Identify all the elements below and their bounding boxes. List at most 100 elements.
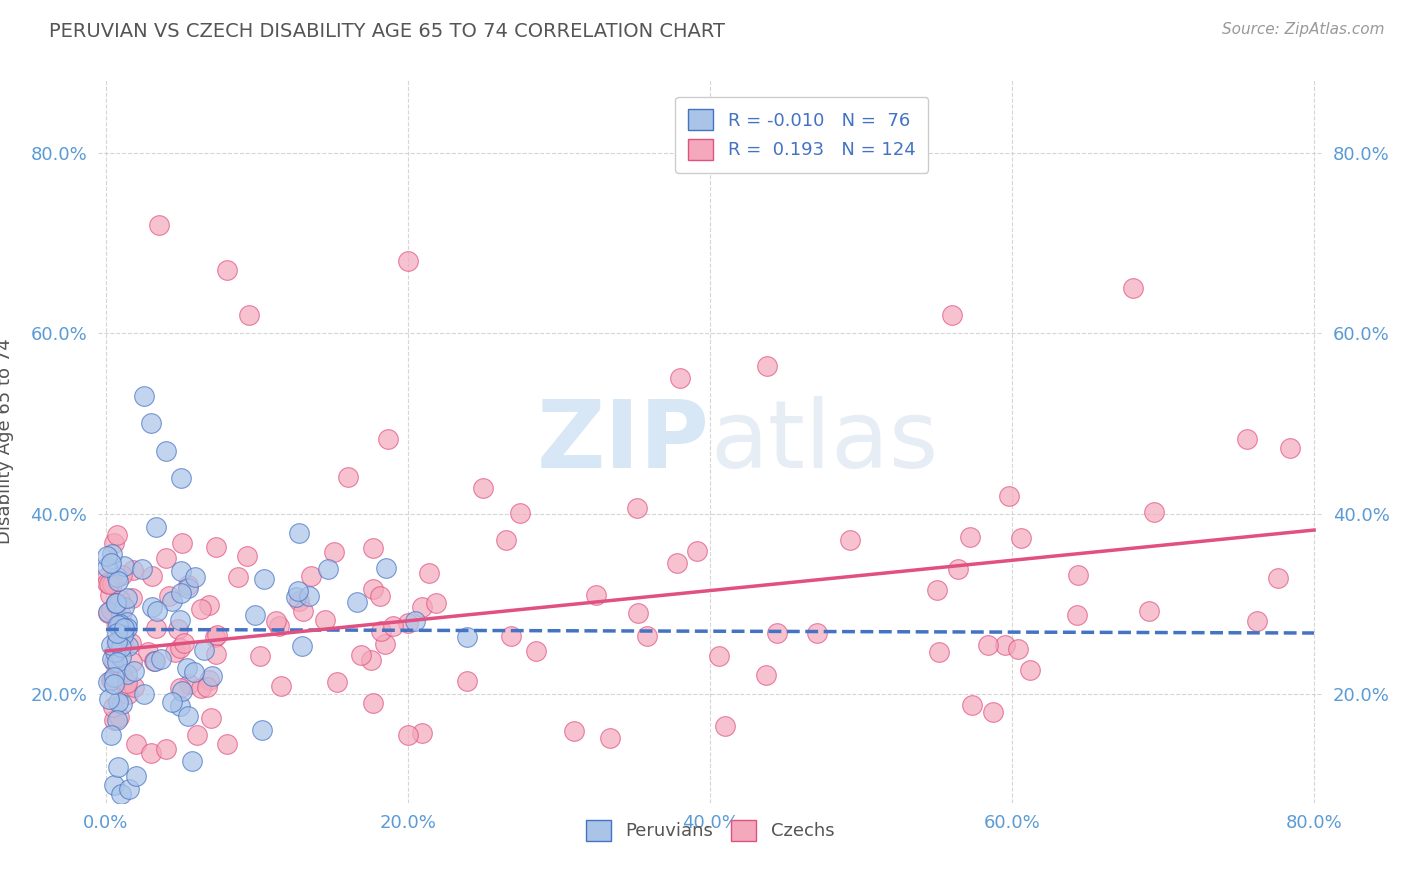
Point [177, 709, 200, 723]
Point [377, 432, 399, 446]
Point [121, 591, 143, 605]
Point [170, 684, 193, 698]
Point [172, 536, 194, 550]
Point [756, 359, 779, 374]
Point [765, 626, 787, 640]
Point [107, 574, 129, 589]
Y-axis label: Disability Age 65 to 74: Disability Age 65 to 74 [0, 339, 14, 544]
Point [994, 638, 1017, 652]
Point [418, 566, 440, 580]
Point [291, 639, 314, 653]
Point [143, 654, 166, 668]
Point [115, 679, 138, 693]
Point [131, 561, 153, 575]
Point [101, 652, 124, 666]
Point [112, 558, 135, 573]
Point [562, 723, 585, 738]
Point [96, 549, 118, 564]
Point [98, 588, 121, 602]
Point [169, 681, 191, 695]
Point [370, 624, 392, 639]
Point [96, 575, 118, 590]
Point [96, 569, 118, 583]
Point [117, 687, 139, 701]
Point [177, 581, 200, 595]
Point [495, 533, 517, 547]
Point [105, 570, 128, 584]
Point [524, 644, 547, 658]
Point [145, 520, 167, 534]
Point [264, 615, 287, 629]
Point [103, 670, 125, 684]
Point [236, 549, 259, 563]
Point [149, 652, 172, 666]
Point [176, 660, 198, 674]
Point [155, 741, 177, 756]
Point [169, 699, 191, 714]
Point [97, 605, 120, 619]
Point [346, 595, 368, 609]
Point [101, 547, 124, 561]
Point [1267, 571, 1289, 585]
Point [169, 640, 191, 655]
Point [170, 564, 193, 578]
Point [404, 614, 426, 628]
Point [215, 263, 238, 277]
Point [155, 551, 177, 566]
Point [456, 631, 478, 645]
Point [200, 711, 222, 725]
Point [298, 589, 321, 603]
Point [186, 728, 208, 742]
Point [101, 700, 124, 714]
Point [97, 675, 120, 690]
Point [368, 589, 391, 603]
Point [98, 576, 121, 591]
Point [456, 674, 478, 689]
Text: Source: ZipAtlas.com: Source: ZipAtlas.com [1222, 22, 1385, 37]
Point [472, 481, 495, 495]
Point [314, 613, 336, 627]
Point [105, 633, 128, 648]
Point [117, 639, 139, 653]
Point [374, 637, 396, 651]
Point [110, 640, 132, 655]
Point [326, 674, 349, 689]
Point [110, 787, 132, 801]
Point [665, 556, 688, 570]
Point [292, 604, 315, 618]
Point [425, 596, 447, 610]
Point [238, 308, 260, 322]
Point [105, 626, 128, 640]
Point [115, 676, 138, 690]
Point [299, 569, 322, 583]
Point [111, 697, 134, 711]
Point [585, 588, 607, 602]
Point [959, 530, 981, 544]
Text: ZIP: ZIP [537, 395, 710, 488]
Point [122, 664, 145, 678]
Point [318, 562, 340, 576]
Point [1278, 441, 1301, 455]
Point [626, 501, 648, 516]
Point [396, 253, 419, 268]
Point [108, 617, 131, 632]
Point [165, 645, 187, 659]
Point [1066, 607, 1088, 622]
Point [100, 728, 122, 742]
Point [105, 528, 128, 542]
Point [103, 713, 125, 727]
Point [948, 562, 970, 576]
Point [1236, 432, 1258, 446]
Point [160, 593, 183, 607]
Point [141, 746, 163, 760]
Point [1122, 281, 1144, 295]
Point [181, 754, 204, 768]
Point [499, 629, 522, 643]
Point [193, 643, 215, 657]
Point [360, 653, 382, 667]
Point [323, 545, 346, 559]
Legend: Peruvians, Czechs: Peruvians, Czechs [578, 813, 842, 848]
Point [1137, 604, 1160, 618]
Point [105, 634, 128, 648]
Point [100, 556, 122, 570]
